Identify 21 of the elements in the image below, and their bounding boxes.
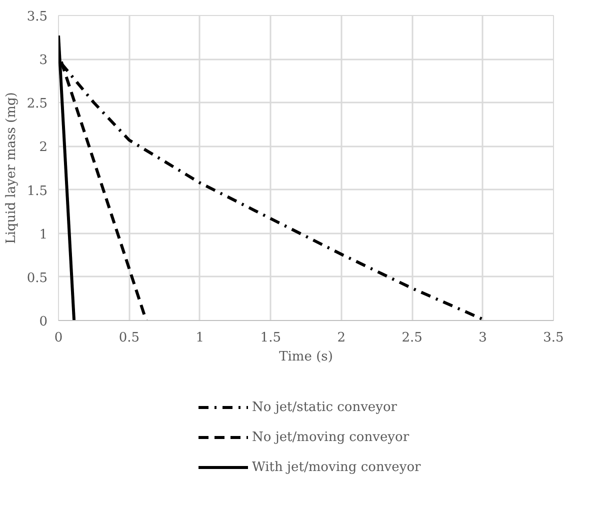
legend-label: No jet/moving conveyor <box>252 430 410 444</box>
x-tick-label: 0 <box>54 330 63 346</box>
y-tick-label: 0.5 <box>26 270 48 286</box>
y-tick-label: 1.5 <box>26 184 48 199</box>
legend-label: No jet/static conveyor <box>252 400 398 414</box>
x-tick-label: 1 <box>196 330 204 346</box>
x-axis-title: Time (s) <box>279 350 333 364</box>
y-tick-label: 1 <box>39 227 48 242</box>
x-tick-label: 2.5 <box>402 330 422 346</box>
x-tick-label: 3 <box>478 330 487 346</box>
x-tick-label: 1.5 <box>260 330 281 346</box>
y-axis-title: Liquid layer mass (mg) <box>4 92 19 244</box>
legend-label: With jet/moving conveyor <box>252 460 421 474</box>
y-tick-label: 3.5 <box>26 10 48 24</box>
y-tick-label: 3 <box>39 53 48 68</box>
x-tick-label: 2 <box>337 330 346 346</box>
y-tick-label: 0 <box>39 314 48 330</box>
x-tick-label: 0.5 <box>118 330 140 346</box>
y-tick-label: 2.5 <box>26 96 48 112</box>
y-tick-label: 2 <box>39 140 48 156</box>
x-tick-label: 3.5 <box>543 330 564 346</box>
